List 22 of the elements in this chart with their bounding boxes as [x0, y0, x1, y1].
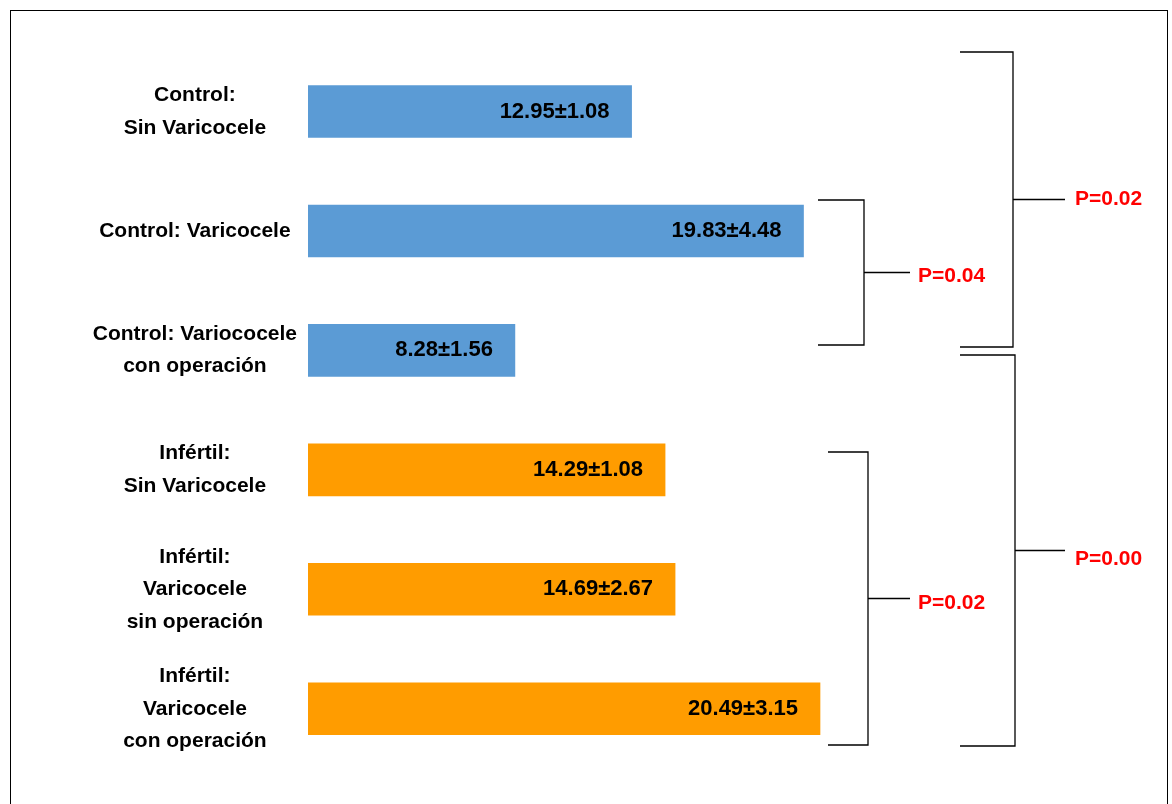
data-label: 14.69±2.67: [543, 575, 654, 601]
y-tick-label: Infértil: Varicocele con operación: [123, 662, 267, 752]
bar: [308, 324, 516, 377]
text: P=0.04: [918, 262, 986, 288]
bar: [308, 562, 676, 616]
bar: [308, 204, 804, 258]
bar: [308, 443, 666, 497]
text: P=0.00: [1075, 545, 1143, 571]
y-tick-label: Infértil: Varicocele sin operación: [126, 543, 264, 632]
data-label: 19.83±4.48: [671, 217, 782, 243]
text: P=0.02: [918, 589, 986, 615]
data-label: 12.95±1.08: [499, 97, 610, 123]
y-tick-label: Infértil: Sin Varicocele: [123, 440, 267, 496]
y-tick-label: Control: Sin Varicocele: [123, 82, 267, 138]
y-tick-label: Control: Varicocele: [99, 217, 291, 241]
data-label: 20.49±3.15: [688, 694, 798, 720]
y-tick-label: Control: Variococele con operación: [92, 320, 297, 377]
text: P=0.02: [1075, 185, 1143, 211]
bar: [308, 682, 821, 736]
bar: [308, 85, 632, 138]
data-label: 14.29±1.08: [533, 455, 644, 481]
data-label: 8.28±1.56: [395, 336, 493, 362]
